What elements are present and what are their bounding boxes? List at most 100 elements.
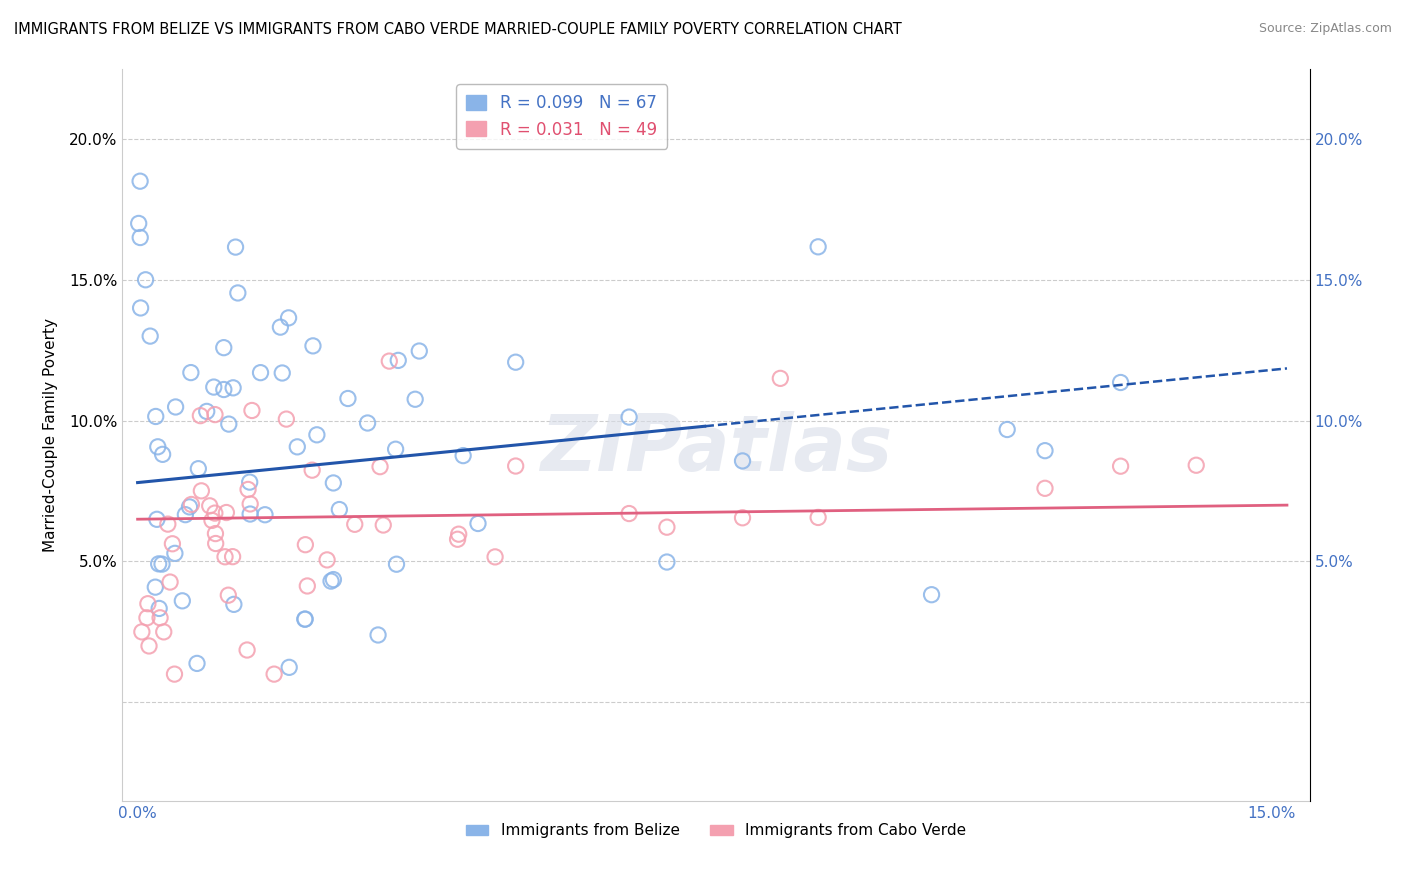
Point <box>212 341 235 355</box>
Point <box>271 366 294 380</box>
Point <box>731 454 754 468</box>
Point <box>214 549 236 564</box>
Point <box>201 513 224 527</box>
Point <box>368 459 391 474</box>
Legend: Immigrants from Belize, Immigrants from Cabo Verde: Immigrants from Belize, Immigrants from … <box>460 817 973 845</box>
Point <box>807 510 830 524</box>
Point <box>655 520 678 534</box>
Point <box>617 507 640 521</box>
Point <box>343 517 366 532</box>
Point <box>239 507 262 521</box>
Point <box>294 612 316 626</box>
Point <box>731 510 754 524</box>
Point <box>467 516 489 531</box>
Point <box>152 447 174 461</box>
Point <box>356 416 378 430</box>
Point <box>240 403 263 417</box>
Point <box>336 392 359 406</box>
Point <box>367 628 389 642</box>
Point <box>305 427 328 442</box>
Point <box>179 500 201 514</box>
Point <box>447 527 470 541</box>
Point <box>212 383 235 397</box>
Point <box>404 392 426 407</box>
Text: Source: ZipAtlas.com: Source: ZipAtlas.com <box>1258 22 1392 36</box>
Point <box>187 461 209 475</box>
Point <box>204 536 226 550</box>
Point <box>446 533 468 547</box>
Point <box>148 557 170 571</box>
Point <box>236 643 259 657</box>
Point <box>225 240 247 254</box>
Point <box>152 624 174 639</box>
Point <box>387 353 409 368</box>
Point <box>1185 458 1208 473</box>
Point <box>148 601 170 615</box>
Point <box>150 557 173 571</box>
Point <box>505 458 527 473</box>
Text: ZIPatlas: ZIPatlas <box>540 411 893 487</box>
Point <box>217 588 239 602</box>
Point <box>143 580 166 594</box>
Point <box>163 546 186 560</box>
Point <box>128 216 150 230</box>
Point <box>129 230 152 244</box>
Point <box>180 498 202 512</box>
Point <box>190 483 212 498</box>
Point <box>129 301 152 315</box>
Point <box>451 449 474 463</box>
Point <box>218 417 240 431</box>
Point <box>316 553 339 567</box>
Point <box>484 549 506 564</box>
Point <box>180 366 202 380</box>
Point <box>408 344 430 359</box>
Point <box>195 404 218 418</box>
Point <box>385 558 408 572</box>
Point <box>269 320 291 334</box>
Point <box>995 423 1018 437</box>
Point <box>1109 376 1132 390</box>
Point <box>129 174 152 188</box>
Point <box>617 410 640 425</box>
Point <box>1033 481 1056 495</box>
Point <box>807 240 830 254</box>
Point <box>163 667 186 681</box>
Point <box>139 329 162 343</box>
Y-axis label: Married-Couple Family Poverty: Married-Couple Family Poverty <box>44 318 58 551</box>
Point <box>135 611 157 625</box>
Point <box>297 579 319 593</box>
Point <box>172 594 194 608</box>
Point <box>138 639 160 653</box>
Point <box>190 409 212 423</box>
Point <box>263 667 285 681</box>
Point <box>301 463 323 477</box>
Point <box>921 588 943 602</box>
Point <box>135 273 157 287</box>
Point <box>378 354 401 368</box>
Point <box>146 512 169 526</box>
Point <box>319 574 342 588</box>
Point <box>204 506 226 520</box>
Point <box>253 508 276 522</box>
Point <box>278 660 301 674</box>
Point <box>505 355 527 369</box>
Point <box>322 573 344 587</box>
Point <box>294 538 316 552</box>
Point <box>156 517 179 532</box>
Point <box>239 497 262 511</box>
Point <box>236 483 259 497</box>
Point <box>202 380 225 394</box>
Point <box>239 475 262 489</box>
Point <box>226 285 249 300</box>
Point <box>1033 443 1056 458</box>
Point <box>302 339 325 353</box>
Point <box>186 657 208 671</box>
Point <box>384 442 406 457</box>
Point <box>373 518 395 533</box>
Point <box>215 506 238 520</box>
Point <box>136 597 159 611</box>
Point <box>165 400 187 414</box>
Point <box>222 381 245 395</box>
Point <box>277 310 299 325</box>
Point <box>328 502 350 516</box>
